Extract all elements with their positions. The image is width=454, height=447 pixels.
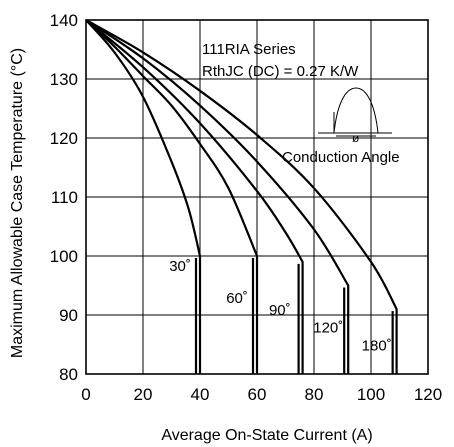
curve-label-180: 180˚: [362, 337, 392, 354]
x-tick-label-20: 20: [134, 385, 153, 404]
curve-60-deg: [85, 19, 259, 374]
x-tick-label-60: 60: [248, 385, 267, 404]
curve-labels: 30˚ 60˚ 90˚ 120˚ 180˚: [169, 258, 392, 355]
y-tick-label-80: 80: [59, 365, 78, 384]
y-tick-label-120: 120: [50, 129, 78, 148]
curve-label-30: 30˚: [169, 258, 191, 275]
x-tick-label-0: 0: [81, 385, 90, 404]
curve-label-90: 90˚: [269, 302, 291, 319]
x-tick-label-100: 100: [357, 385, 385, 404]
x-axis-label: Average On-State Current (A): [161, 427, 372, 444]
curve-30-deg: [85, 19, 202, 374]
phi-symbol: ø: [352, 131, 360, 145]
series-annotation: 111RIA Series: [202, 41, 296, 58]
y-tick-label-130: 130: [50, 70, 78, 89]
curves: [85, 19, 398, 374]
curve-label-120: 120˚: [313, 320, 343, 337]
curve-180-deg: [85, 19, 398, 374]
curve-120-deg: [85, 19, 350, 374]
y-axis-label: Maximum Allowable Case Temperature (°C): [9, 48, 26, 358]
y-tick-label-90: 90: [59, 306, 78, 325]
x-tick-label-80: 80: [305, 385, 324, 404]
half-sine-waveform: [333, 87, 379, 134]
curve-label-60: 60˚: [226, 290, 248, 307]
x-tick-label-120: 120: [414, 385, 442, 404]
conduction-angle-label: Conduction Angle: [282, 149, 400, 166]
y-tick-label-100: 100: [50, 247, 78, 266]
axis-ticks: 0 20 40 60 80 100 120 80 90 100 110 120 130 140: [50, 11, 443, 404]
x-tick-label-40: 40: [191, 385, 210, 404]
y-tick-label-140: 140: [50, 11, 78, 30]
curve-90-deg: [85, 19, 304, 374]
y-tick-label-110: 110: [51, 188, 78, 207]
rth-annotation: RthJC (DC) = 0.27 K/W: [202, 63, 359, 80]
conduction-angle-inset: ø: [318, 87, 392, 145]
